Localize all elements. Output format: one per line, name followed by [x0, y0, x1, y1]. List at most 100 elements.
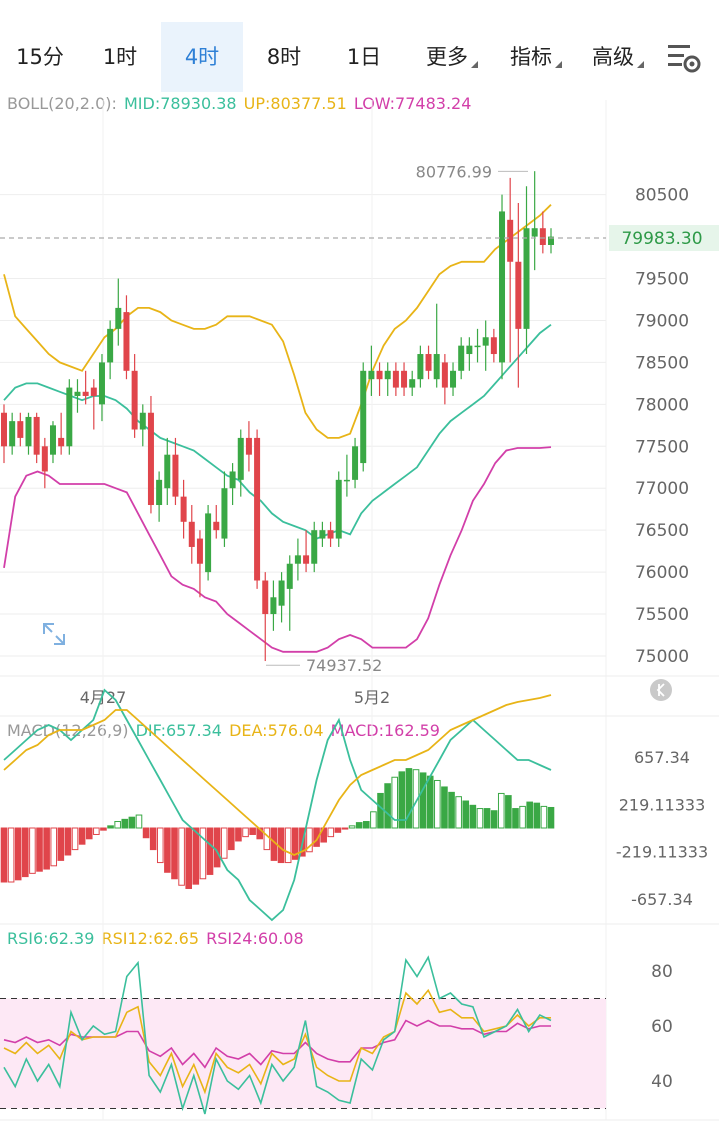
- tab-1h[interactable]: 1时: [102, 45, 138, 69]
- macd-histogram-bar: [36, 827, 43, 872]
- candle-body: [482, 337, 489, 346]
- macd-histogram-bar: [71, 827, 79, 851]
- macd-histogram-bar: [121, 818, 129, 829]
- chart-settings-icon[interactable]: [666, 42, 702, 74]
- candle-body: [474, 345, 481, 348]
- macd-histogram-bar: [64, 827, 72, 856]
- candle-body: [41, 446, 48, 472]
- candle-body: [319, 530, 326, 539]
- candle-body: [115, 307, 122, 329]
- macd-histogram-bar: [405, 768, 413, 829]
- macd-histogram-bar: [448, 791, 455, 829]
- candle-body: [196, 538, 203, 564]
- macd-histogram-bar: [377, 792, 384, 829]
- price-tick-label: 79500: [635, 270, 689, 290]
- rsi6-value: RSI6:62.39: [7, 929, 95, 948]
- price-tick-label: 75000: [635, 647, 689, 667]
- macd-histogram-bar: [505, 795, 512, 829]
- macd-histogram-bar: [107, 825, 114, 829]
- boll-low-value: LOW:77483.24: [353, 94, 472, 113]
- candle-body: [286, 563, 293, 589]
- candle-body: [425, 354, 432, 371]
- candle-body: [270, 597, 277, 615]
- macd-histogram-bar: [476, 808, 484, 829]
- macd-histogram-bar: [220, 827, 228, 859]
- macd-histogram-bar: [192, 827, 200, 885]
- candle-body: [548, 236, 554, 245]
- rsi-tick-label: 40: [651, 1072, 673, 1092]
- macd-histogram-bar: [185, 827, 193, 889]
- tab-15m[interactable]: 15分: [16, 45, 64, 69]
- candle-body: [229, 471, 236, 489]
- candle-body: [311, 530, 318, 564]
- macd-histogram-bar: [490, 810, 498, 829]
- candle-body: [164, 454, 171, 489]
- scroll-to-latest-icon: [650, 679, 672, 701]
- candle-body: [523, 228, 530, 329]
- macd-histogram-bar: [313, 827, 320, 847]
- macd-histogram-bar: [483, 808, 491, 829]
- rsi-band: [0, 998, 606, 1109]
- tab-4h[interactable]: 4时: [161, 22, 243, 92]
- rsi-tick-label: 80: [651, 962, 673, 982]
- boll-lower-line: [3, 446, 552, 653]
- candle-body: [213, 521, 220, 531]
- candle-body: [368, 370, 375, 380]
- macd-histogram-bar: [206, 827, 214, 875]
- tab-1d[interactable]: 1日: [346, 45, 382, 69]
- macd-histogram-bar: [57, 827, 65, 861]
- candle-body: [74, 391, 81, 396]
- macd-histogram-bar: [135, 814, 143, 829]
- macd-histogram-bar: [469, 804, 477, 829]
- dropdown-triangle-icon: [471, 61, 478, 68]
- tab-advanced[interactable]: 高级: [578, 22, 658, 92]
- macd-histogram-bar: [14, 827, 22, 881]
- low-marker-label: 74937.52: [306, 656, 382, 675]
- candle-body: [82, 391, 89, 396]
- rsi-legend: RSI6:62.39 RSI12:62.65 RSI24:60.08: [7, 929, 306, 948]
- macd-dea-value: DEA:576.04: [229, 721, 324, 740]
- macd-histogram-bar: [291, 827, 299, 860]
- candle-body: [254, 437, 261, 581]
- price-tick-label: 77000: [635, 479, 689, 499]
- macd-histogram-bar: [29, 827, 36, 874]
- macd-histogram-bar: [533, 802, 541, 829]
- boll-mid-line: [3, 323, 552, 540]
- macd-histogram-bar: [384, 783, 391, 829]
- tab-more[interactable]: 更多: [412, 22, 492, 92]
- candle-body: [335, 479, 342, 539]
- tab-indicators[interactable]: 指标: [496, 22, 576, 92]
- macd-histogram-bar: [441, 786, 448, 829]
- macd-histogram-bar: [462, 800, 470, 829]
- price-tick-label: 77500: [635, 437, 689, 457]
- macd-histogram-bar: [128, 816, 136, 829]
- boll-upper-line: [3, 204, 552, 439]
- candle-body: [221, 488, 228, 539]
- candle-body: [1, 412, 7, 447]
- date-axis-label: 4月27: [80, 688, 127, 707]
- macd-histogram-bar: [142, 827, 150, 839]
- macd-histogram-bar: [497, 792, 505, 829]
- macd-histogram-bar: [149, 827, 157, 851]
- candle-body: [327, 530, 334, 539]
- candle-body: [49, 425, 56, 455]
- macd-dif-value: DIF:657.34: [135, 721, 222, 740]
- macd-histogram-bar: [78, 827, 86, 845]
- macd-histogram-bar: [242, 827, 249, 838]
- candle-body: [33, 416, 40, 455]
- macd-histogram-bar: [419, 772, 427, 829]
- macd-histogram-bar: [512, 808, 519, 829]
- macd-dea-line: [3, 694, 552, 856]
- tab-8h[interactable]: 8时: [266, 45, 302, 69]
- macd-histogram-bar: [434, 779, 441, 829]
- candle-body: [384, 370, 391, 380]
- candle-body: [188, 521, 195, 547]
- candle-body: [466, 345, 473, 355]
- macd-histogram-bar: [100, 827, 107, 831]
- macd-histogram-bar: [0, 827, 8, 883]
- last-price-tag: [609, 225, 719, 252]
- macd-tick-label: -657.34: [631, 890, 693, 909]
- macd-histogram-bar: [263, 827, 271, 851]
- macd-histogram-bar: [334, 827, 342, 833]
